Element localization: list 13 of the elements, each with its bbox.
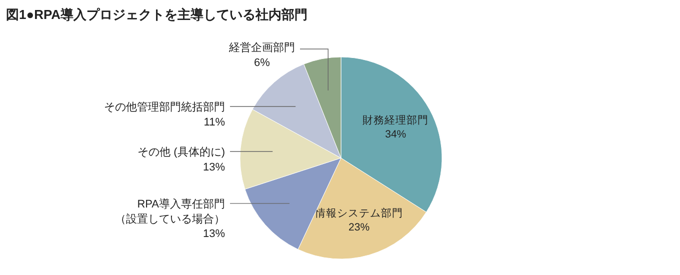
data-label: 23% [348, 222, 370, 234]
data-label: 13% [202, 161, 226, 174]
slice-label: その他管理部門統括部門 [104, 100, 225, 114]
slice-label: その他 (具体的に) [138, 146, 225, 159]
data-label: 11% [204, 116, 226, 128]
slice-label: 財務経理部門 [362, 113, 429, 126]
data-label: 6% [254, 56, 270, 69]
slice-label: RPA導入専任部門（設置している場合） [115, 197, 225, 226]
data-label: 13% [202, 228, 226, 240]
data-label: 34% [385, 128, 406, 141]
slice-label: 経営企画部門 [228, 41, 295, 54]
slice-label: 情報システム部門 [314, 206, 404, 220]
chart-title: 図1●RPA導入プロジェクトを主導している社内部門 [6, 7, 308, 22]
